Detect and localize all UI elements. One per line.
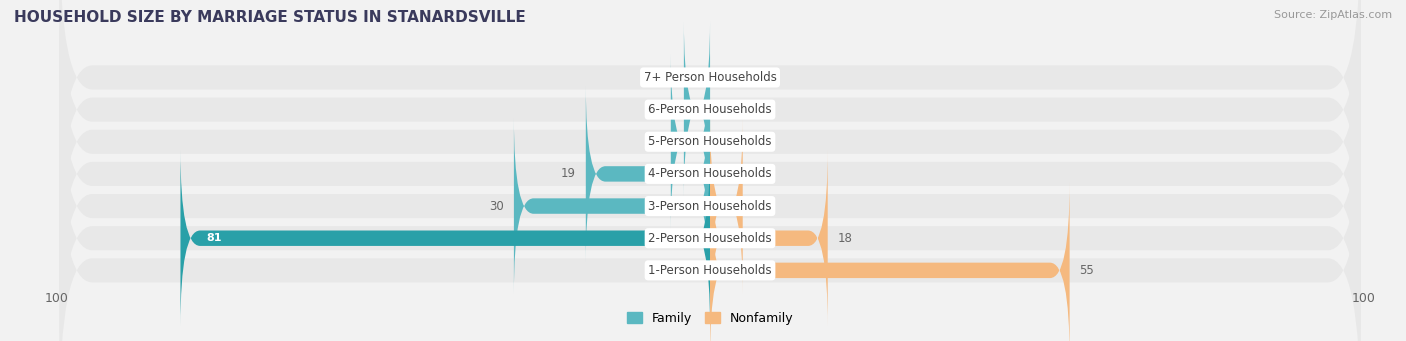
- Text: 4: 4: [666, 103, 673, 116]
- Text: 0: 0: [693, 264, 700, 277]
- FancyBboxPatch shape: [59, 0, 1361, 226]
- FancyBboxPatch shape: [59, 122, 1361, 341]
- Text: Source: ZipAtlas.com: Source: ZipAtlas.com: [1274, 10, 1392, 20]
- Text: 1-Person Households: 1-Person Households: [648, 264, 772, 277]
- FancyBboxPatch shape: [59, 57, 1361, 341]
- Text: 0: 0: [720, 135, 727, 148]
- Text: 0: 0: [693, 71, 700, 84]
- Text: 55: 55: [1080, 264, 1094, 277]
- FancyBboxPatch shape: [671, 53, 710, 231]
- FancyBboxPatch shape: [710, 182, 1070, 341]
- Text: 30: 30: [489, 199, 505, 212]
- Text: 81: 81: [207, 233, 222, 243]
- Text: 18: 18: [838, 232, 852, 245]
- Text: 19: 19: [561, 167, 576, 180]
- Text: 0: 0: [720, 71, 727, 84]
- Text: 5-Person Households: 5-Person Households: [648, 135, 772, 148]
- Text: 6-Person Households: 6-Person Households: [648, 103, 772, 116]
- Text: 6: 6: [654, 135, 661, 148]
- FancyBboxPatch shape: [710, 149, 828, 327]
- Text: HOUSEHOLD SIZE BY MARRIAGE STATUS IN STANARDSVILLE: HOUSEHOLD SIZE BY MARRIAGE STATUS IN STA…: [14, 10, 526, 25]
- Text: 5: 5: [752, 199, 759, 212]
- FancyBboxPatch shape: [59, 0, 1361, 291]
- FancyBboxPatch shape: [59, 25, 1361, 323]
- FancyBboxPatch shape: [180, 149, 710, 327]
- Text: 0: 0: [720, 103, 727, 116]
- Text: 7+ Person Households: 7+ Person Households: [644, 71, 776, 84]
- Text: 4-Person Households: 4-Person Households: [648, 167, 772, 180]
- FancyBboxPatch shape: [515, 117, 710, 295]
- Legend: Family, Nonfamily: Family, Nonfamily: [621, 307, 799, 330]
- FancyBboxPatch shape: [59, 0, 1361, 258]
- FancyBboxPatch shape: [710, 117, 742, 295]
- FancyBboxPatch shape: [683, 21, 710, 198]
- Text: 0: 0: [720, 167, 727, 180]
- FancyBboxPatch shape: [59, 90, 1361, 341]
- Text: 3-Person Households: 3-Person Households: [648, 199, 772, 212]
- Text: 2-Person Households: 2-Person Households: [648, 232, 772, 245]
- FancyBboxPatch shape: [586, 85, 710, 263]
